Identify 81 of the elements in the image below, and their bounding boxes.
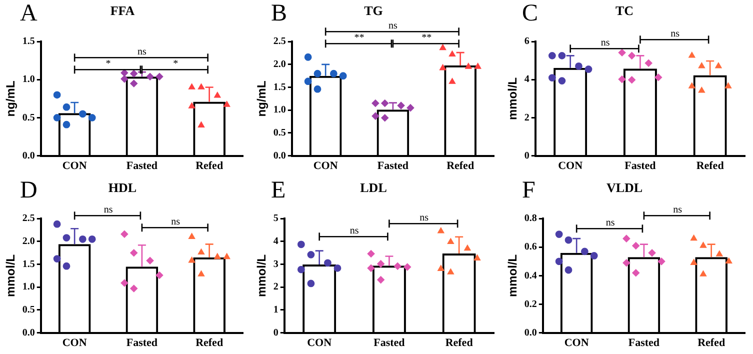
y-axis-title: mmol/L (506, 77, 520, 120)
y-tick-label: 5 (273, 213, 278, 224)
y-tick-label: 4 (273, 236, 278, 248)
y-tick-label: 0.0 (524, 327, 537, 338)
text: B (271, 0, 288, 26)
text: A (20, 0, 38, 26)
y-tick-label: 0.5 (22, 304, 35, 316)
annotation: ns (137, 46, 146, 58)
y-tick-label: 2.5 (273, 36, 286, 48)
y-tick-label: 0.0 (22, 327, 35, 338)
annotation: ns (606, 218, 615, 229)
y-axis-title: ng/mL (254, 80, 269, 117)
y-tick-label: 2.5 (22, 213, 35, 224)
x-tick-label: Fasted (374, 337, 405, 350)
y-tick-label: 0 (524, 150, 530, 162)
x-tick-label: CON (313, 160, 338, 172)
y-tick-label: 0.0 (22, 150, 35, 162)
y-tick-label: 3 (273, 258, 278, 270)
y-tick-label: 4 (524, 74, 530, 86)
x-tick-label: Fasted (126, 337, 158, 350)
y-tick-label: 1.0 (22, 282, 35, 293)
y-tick-label: 1.5 (22, 258, 35, 270)
annotation: ** (354, 32, 364, 44)
x-tick-label: CON (307, 337, 332, 350)
y-axis-title: ng/mL (4, 80, 18, 117)
text: D (20, 177, 38, 204)
x-tick-label: Refed (696, 160, 724, 172)
y-tick-label: 0.5 (273, 128, 286, 139)
x-tick-label: Fasted (624, 160, 656, 172)
y-tick-label: 1.0 (273, 104, 286, 116)
annotation: ns (350, 226, 359, 237)
annotation: ns (420, 212, 429, 224)
annotation: ns (171, 216, 180, 228)
y-tick-label: 1.5 (273, 82, 286, 93)
y-tick-label: 2 (273, 282, 278, 293)
x-tick-label: CON (564, 337, 589, 350)
x-tick-label: Refed (698, 337, 726, 350)
chart-title: TC (615, 3, 634, 18)
x-tick-label: Fasted (126, 160, 158, 172)
y-tick-label: 2 (524, 112, 530, 124)
annotation: * (106, 58, 111, 70)
x-tick-label: Fasted (377, 160, 409, 172)
x-tick-label: CON (558, 160, 583, 172)
text: ns (388, 20, 398, 32)
y-tick-label: 2.0 (273, 59, 286, 70)
text: ns (673, 204, 682, 216)
chart-title: HDL (108, 180, 137, 196)
chart-title: TG (364, 3, 383, 18)
text: ns (670, 28, 680, 40)
y-tick-label: 0.4 (524, 270, 537, 282)
y-axis-title: mmol/L (506, 254, 520, 298)
x-tick-label: CON (62, 160, 87, 172)
y-tick-label: 0.5 (22, 112, 35, 124)
annotation: * (173, 58, 178, 70)
text: E (271, 177, 286, 204)
chart-title: VLDL (606, 180, 643, 196)
y-tick-label: 0.8 (524, 213, 537, 224)
x-tick-label: Refed (196, 160, 224, 172)
x-tick-label: CON (62, 337, 87, 350)
text: ns (104, 204, 113, 216)
y-axis-title: mmol/L (254, 254, 269, 298)
y-axis-title: mmol/L (4, 254, 18, 298)
y-tick-label: 0.6 (524, 242, 537, 253)
chart-title: LDL (360, 180, 388, 196)
y-tick-label: 0.2 (524, 298, 537, 310)
y-tick-label: 1.0 (22, 74, 35, 86)
x-tick-label: Refed (196, 337, 224, 350)
text: F (522, 177, 536, 204)
x-tick-label: Refed (446, 160, 474, 172)
annotation: ** (422, 32, 432, 44)
y-tick-label: 6 (524, 36, 530, 48)
x-tick-label: Refed (445, 337, 473, 350)
chart-title: FFA (110, 3, 136, 18)
y-tick-label: 0.0 (273, 150, 286, 162)
text: C (522, 0, 538, 26)
y-tick-label: 0 (273, 327, 278, 338)
y-tick-label: 1.5 (22, 36, 35, 48)
annotation: ns (600, 38, 610, 49)
y-tick-label: 2.0 (22, 236, 35, 248)
x-tick-label: Fasted (628, 337, 660, 350)
y-tick-label: 1 (273, 304, 278, 316)
